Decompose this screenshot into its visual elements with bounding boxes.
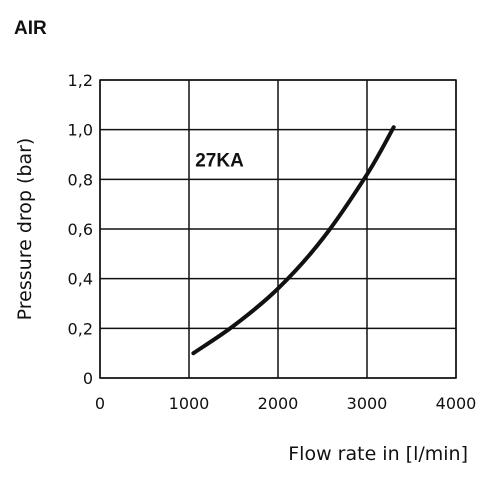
y-tick-label: 0,6: [68, 220, 93, 239]
y-axis-label: Pressure drop (bar): [14, 138, 36, 321]
y-tick-labels: 0 0,2 0,4 0,6 0,8 1,0 1,2: [68, 71, 93, 388]
y-tick-label: 0,4: [68, 270, 93, 289]
y-tick-label: 1,2: [68, 71, 93, 90]
x-tick-label: 4000: [436, 394, 477, 413]
x-axis-label: Flow rate in [l/min]: [288, 443, 468, 465]
y-tick-label: 0,8: [68, 170, 93, 189]
series-line-27ka: [191, 125, 396, 356]
x-tick-label: 1000: [169, 394, 210, 413]
grid: [99, 79, 457, 379]
x-tick-labels: 0 1000 2000 3000 4000: [95, 394, 476, 413]
x-tick-label: 0: [95, 394, 105, 413]
chart-heading: AIR: [14, 18, 47, 39]
series-label: 27KA: [195, 150, 244, 171]
x-tick-label: 3000: [347, 394, 388, 413]
y-tick-label: 0,2: [68, 319, 93, 338]
plot-frame: [99, 79, 457, 379]
x-tick-label: 2000: [258, 394, 299, 413]
y-tick-label: 0: [83, 369, 93, 388]
y-tick-label: 1,0: [68, 121, 93, 140]
